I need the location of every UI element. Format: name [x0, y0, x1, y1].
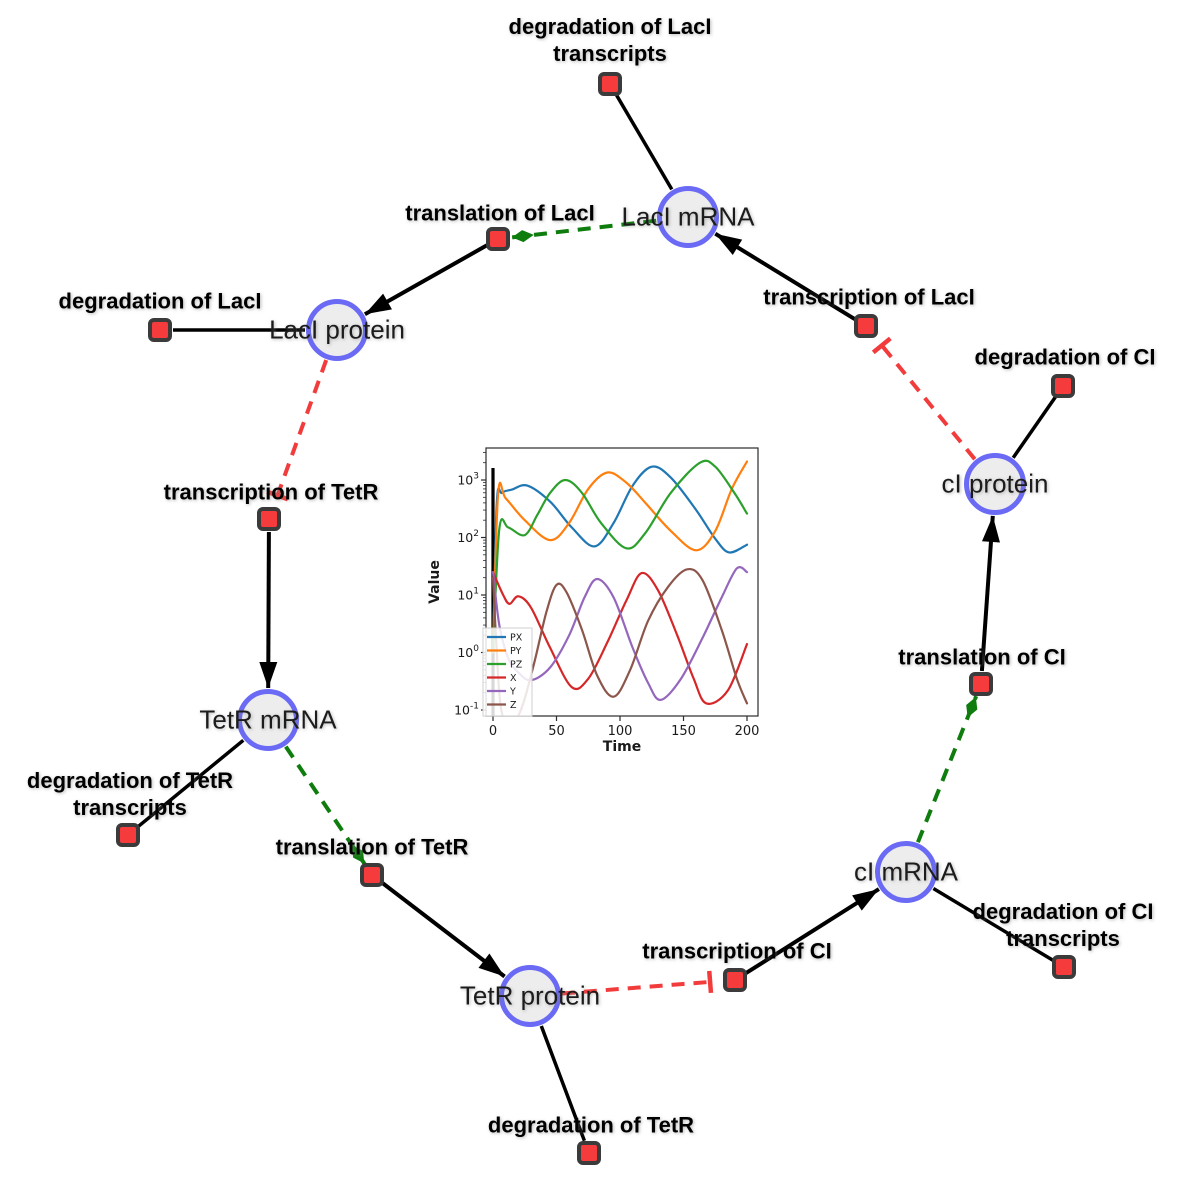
species-label-laci_mrna: LacI mRNA: [621, 201, 755, 232]
chart-xlabel: Time: [603, 739, 641, 755]
reaction-label-deg_laci: degradation of LacI: [59, 288, 262, 315]
reaction-node-transcription_laci[interactable]: [854, 314, 878, 338]
edge-production-transcription_laci-laci_mrna: [714, 231, 856, 321]
reaction-node-transcription_ci[interactable]: [723, 968, 747, 992]
legend-label-PX: PX: [510, 633, 523, 644]
species-node-laci_mrna[interactable]: [657, 186, 719, 248]
reaction-node-deg_tetr_tx[interactable]: [116, 823, 140, 847]
reaction-label-translation_laci: translation of LacI: [405, 200, 594, 227]
edge-production-translation_tetr-tetr_protein: [381, 881, 506, 979]
edge-production-transcription_tetr-tetr_mrna: [259, 531, 278, 689]
reaction-node-translation_laci[interactable]: [486, 227, 510, 251]
reaction-label-deg_ci_tx: degradation of CI transcripts: [973, 898, 1154, 952]
edge-consumption-tetr_mrna-deg_tetr_tx: [136, 738, 245, 829]
reaction-label-line: degradation of LacI: [508, 14, 712, 39]
edge-production-translation_laci-laci_protein: [363, 243, 488, 317]
legend-label-X: X: [510, 673, 517, 684]
chart-ylabel: Value: [427, 560, 443, 604]
reaction-label-deg_tetr_tx: degradation of TetR transcripts: [27, 767, 233, 821]
reaction-node-deg_ci[interactable]: [1051, 374, 1075, 398]
series-line-Z: [491, 567, 749, 716]
chart-legend: PX PY PZ XYZ: [482, 627, 533, 717]
species-node-ci_protein[interactable]: [964, 453, 1026, 515]
edge-modifier-ci_mrna-translation_ci: [916, 695, 979, 844]
svg-text:0: 0: [489, 724, 497, 739]
reaction-node-deg_laci[interactable]: [148, 318, 172, 342]
species-node-tetr_protein[interactable]: [499, 965, 561, 1027]
series-line-PX: [491, 465, 749, 654]
reaction-label-line: transcripts: [73, 795, 187, 820]
edge-inhibition-tetr_protein-transcription_ci: [561, 970, 714, 996]
series-line-X: [491, 571, 749, 705]
reaction-label-deg_ci: degradation of CI: [975, 344, 1156, 371]
edge-production-translation_ci-ci_protein: [979, 515, 1000, 672]
reaction-label-line: transcripts: [553, 41, 667, 66]
reaction-label-line: translation of LacI: [405, 200, 595, 226]
reaction-label-transcription_laci: transcription of LacI: [763, 284, 974, 311]
svg-text:103: 103: [457, 472, 479, 488]
reaction-label-line: degradation of TetR: [26, 768, 234, 793]
reaction-label-line: translation of CI: [898, 644, 1066, 670]
reaction-label-line: degradation of TetR: [487, 1112, 695, 1138]
svg-text:200: 200: [735, 724, 760, 739]
legend-label-PZ: PZ: [510, 660, 523, 671]
species-node-tetr_mrna[interactable]: [237, 689, 299, 751]
reaction-label-deg_laci_tx: degradation of LacI transcripts: [509, 13, 712, 67]
legend-label-PY: PY: [510, 646, 522, 657]
edge-consumption-ci_protein-deg_ci: [1011, 395, 1058, 459]
reaction-node-translation_tetr[interactable]: [360, 863, 384, 887]
reaction-label-transcription_ci: transcription of CI: [642, 938, 831, 965]
reaction-label-line: transcripts: [1006, 926, 1120, 951]
reaction-node-deg_ci_tx[interactable]: [1052, 955, 1076, 979]
reaction-label-transcription_tetr: transcription of TetR: [164, 479, 379, 506]
species-node-laci_protein[interactable]: [306, 299, 368, 361]
edge-modifier-laci_mrna-translation_laci: [510, 218, 657, 243]
edge-inhibition-laci_protein-transcription_tetr: [266, 359, 329, 502]
reaction-label-line: transcription of TetR: [163, 479, 379, 505]
edge-consumption-ci_mrna-deg_ci_tx: [932, 886, 1054, 962]
svg-text:150: 150: [671, 724, 696, 739]
series-line-PY: [491, 460, 749, 654]
series-line-PZ: [491, 459, 749, 654]
svg-text:50: 50: [548, 724, 565, 739]
species-label-ci_protein: cI protein: [941, 468, 1049, 499]
species-label-tetr_mrna: TetR mRNA: [199, 704, 337, 735]
species-label-laci_protein: LacI protein: [269, 314, 405, 345]
species-node-ci_mrna[interactable]: [875, 841, 937, 903]
reaction-node-transcription_tetr[interactable]: [257, 507, 281, 531]
reaction-label-line: degradation of CI: [972, 899, 1154, 924]
edge-modifier-tetr_mrna-translation_tetr: [284, 745, 367, 866]
reaction-label-translation_tetr: translation of TetR: [276, 834, 469, 861]
svg-text:100: 100: [457, 644, 479, 660]
legend-label-Z: Z: [510, 700, 517, 711]
timecourse-chart: 10-1 100 101 102 103 0 50 100 150 200 Time Value PX P…: [424, 438, 772, 760]
reaction-label-line: transcription of CI: [642, 938, 832, 964]
reaction-label-line: translation of TetR: [275, 834, 469, 860]
reaction-node-deg_laci_tx[interactable]: [598, 72, 622, 96]
legend-label-Y: Y: [509, 687, 516, 698]
reaction-label-line: degradation of CI: [974, 344, 1156, 370]
edge-inhibition-ci_protein-transcription_laci: [871, 336, 977, 461]
reaction-node-translation_ci[interactable]: [969, 672, 993, 696]
reaction-label-deg_tetr: degradation of TetR: [488, 1112, 694, 1139]
svg-text:100: 100: [608, 724, 633, 739]
svg-text:10-1: 10-1: [454, 702, 479, 718]
species-label-ci_mrna: cI mRNA: [854, 856, 958, 887]
reaction-label-translation_ci: translation of CI: [898, 644, 1065, 671]
svg-text:102: 102: [457, 529, 479, 545]
reaction-label-line: degradation of LacI: [58, 288, 262, 314]
reaction-node-deg_tetr[interactable]: [577, 1141, 601, 1165]
edge-consumption-laci_mrna-deg_laci_tx: [615, 94, 674, 191]
reaction-label-line: transcription of LacI: [763, 284, 975, 310]
edge-production-transcription_ci-ci_mrna: [744, 887, 880, 975]
svg-text:101: 101: [457, 587, 479, 603]
edge-consumption-tetr_protein-deg_tetr: [539, 1025, 587, 1142]
species-label-tetr_protein: TetR protein: [459, 980, 601, 1011]
